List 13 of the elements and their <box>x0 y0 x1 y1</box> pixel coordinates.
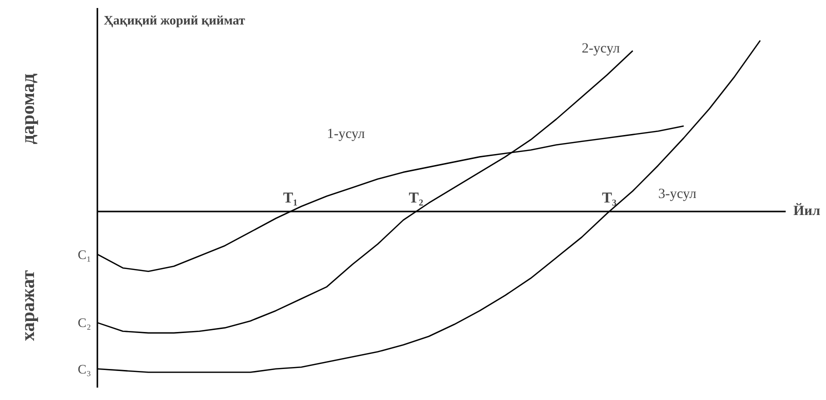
text: даромад <box>18 73 40 144</box>
y-axis-title: Ҳақиқий жорий қиймат <box>104 12 246 28</box>
text: C₁ <box>78 246 92 262</box>
text: C₃ <box>78 361 92 376</box>
annotation: T₂ <box>408 190 424 206</box>
annotation: T₁ <box>283 190 298 206</box>
text: C₂ <box>78 315 92 330</box>
text: 1-усул <box>326 127 365 142</box>
annotation: T₃ <box>602 190 617 206</box>
series-label: 2-усул <box>582 42 620 57</box>
series-label: 3-усул <box>658 186 696 202</box>
x-axis-title: Йил <box>793 203 820 220</box>
text: харажат <box>18 269 40 342</box>
